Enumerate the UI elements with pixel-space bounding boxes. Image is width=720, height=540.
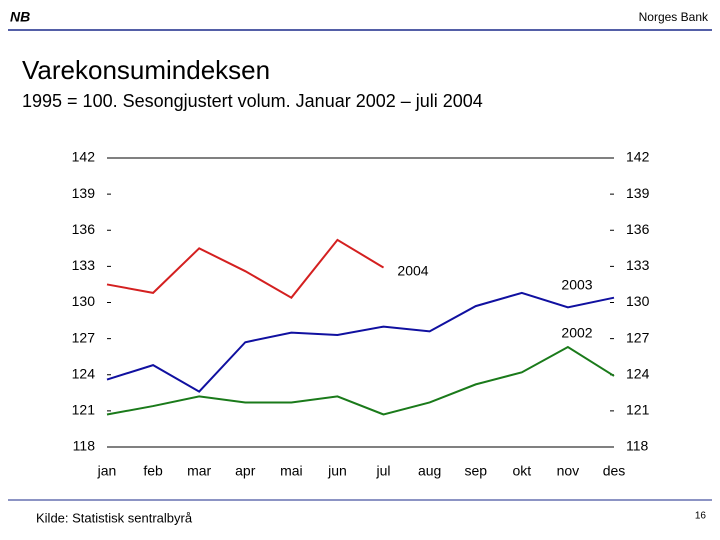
series-label: 2002 <box>561 325 592 341</box>
x-tick-label: des <box>603 463 626 479</box>
x-tick-label: aug <box>418 463 441 479</box>
source: Kilde: Statistisk sentralbyrå <box>36 510 193 525</box>
logo: NB <box>10 9 30 25</box>
series-label: 2003 <box>561 277 592 293</box>
x-tick-label: apr <box>235 463 256 479</box>
y-tick-label: 139 <box>72 185 96 201</box>
y-tick-label: 130 <box>72 293 96 309</box>
y2-tick-label: 133 <box>626 257 650 273</box>
series-line <box>106 345 615 416</box>
y2-tick-label: 130 <box>626 293 650 309</box>
page-number: 16 <box>695 511 707 522</box>
org-name: Norges Bank <box>639 10 709 24</box>
y2-tick-label: 136 <box>626 221 650 237</box>
y-tick-label: 121 <box>72 402 96 418</box>
x-tick-label: jan <box>97 463 117 479</box>
y2-tick-label: 142 <box>626 149 650 165</box>
y2-tick-label: 121 <box>626 402 650 418</box>
x-tick-label: jun <box>327 463 347 479</box>
x-tick-label: sep <box>464 463 487 479</box>
y-tick-label: 133 <box>72 257 96 273</box>
chart-subtitle: 1995 = 100. Sesongjustert volum. Januar … <box>22 91 483 111</box>
x-tick-label: okt <box>512 463 531 479</box>
y2-tick-label: 124 <box>626 365 650 381</box>
chart-title: Varekonsumindeksen <box>22 55 270 85</box>
x-tick-label: nov <box>557 463 580 479</box>
series-label: 2004 <box>397 263 428 279</box>
y-tick-label: 127 <box>72 329 96 345</box>
x-tick-label: jul <box>376 463 391 479</box>
series-line <box>106 291 615 393</box>
y-tick-label: 136 <box>72 221 96 237</box>
x-tick-label: mar <box>187 463 211 479</box>
y-tick-label: 142 <box>72 149 96 165</box>
y2-tick-label: 118 <box>626 438 649 454</box>
y2-tick-label: 139 <box>626 185 650 201</box>
y-tick-label: 118 <box>73 438 96 454</box>
series-line <box>106 238 385 299</box>
x-tick-label: feb <box>143 463 163 479</box>
x-tick-label: mai <box>280 463 303 479</box>
y2-tick-label: 127 <box>626 329 650 345</box>
y-tick-label: 124 <box>72 365 96 381</box>
